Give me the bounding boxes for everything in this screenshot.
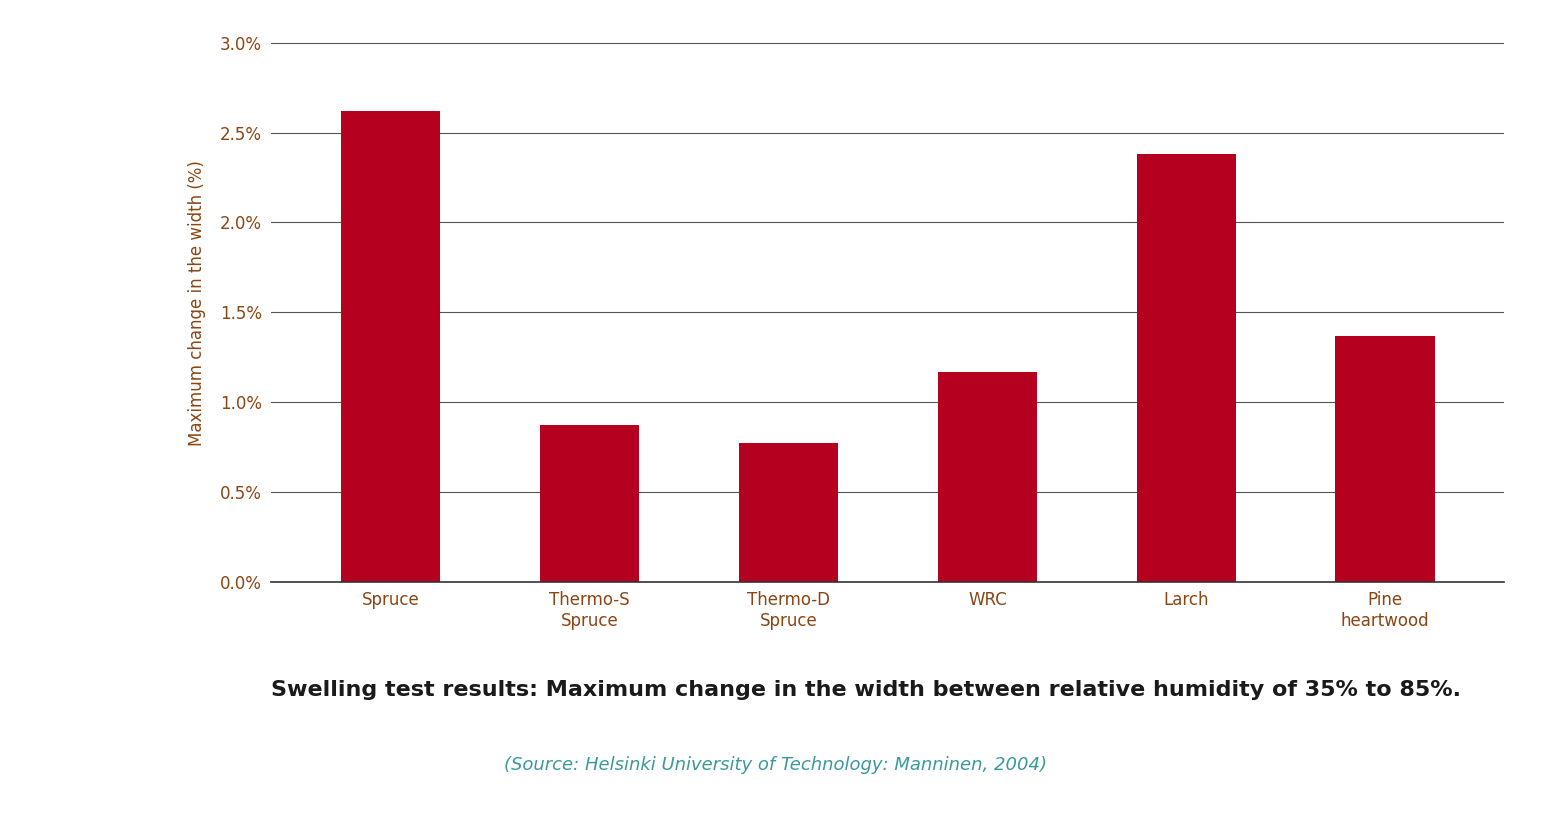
Bar xyxy=(1137,155,1236,582)
Bar xyxy=(738,444,838,582)
Bar xyxy=(540,425,639,582)
Y-axis label: Maximum change in the width (%): Maximum change in the width (%) xyxy=(188,160,206,446)
Bar xyxy=(341,111,440,582)
Bar xyxy=(1335,336,1435,582)
Bar xyxy=(938,371,1038,582)
Text: (Source: Helsinki University of Technology: Manninen, 2004): (Source: Helsinki University of Technolo… xyxy=(504,755,1047,774)
Text: Swelling test results: Maximum change in the width between relative humidity of : Swelling test results: Maximum change in… xyxy=(271,680,1461,700)
